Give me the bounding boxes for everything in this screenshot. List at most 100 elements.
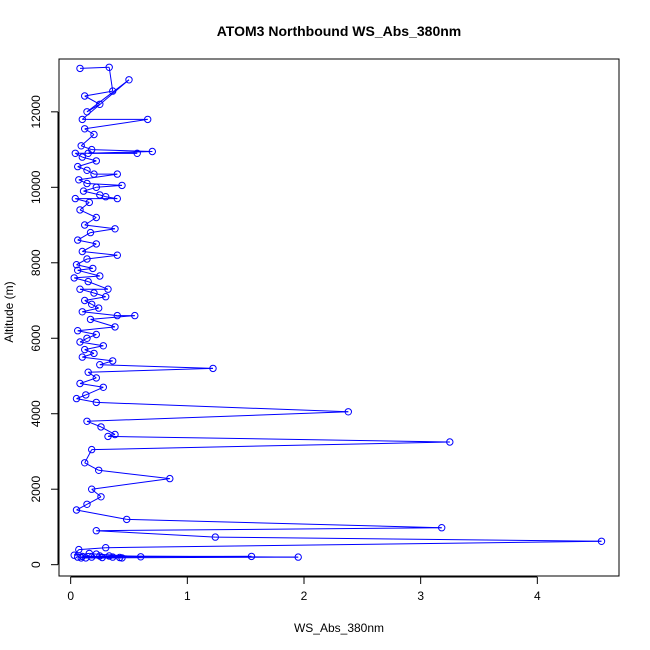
data-point (74, 553, 82, 561)
data-point (83, 255, 91, 263)
data-point (74, 236, 82, 244)
line-segment (75, 198, 90, 203)
data-point (90, 349, 98, 358)
data-point (96, 361, 104, 369)
data-point (92, 374, 101, 382)
data-point (597, 537, 606, 545)
data-point (96, 100, 104, 109)
data-point (81, 296, 89, 305)
x-tick-label: 3 (417, 589, 424, 603)
data-point (77, 554, 85, 562)
line-segment (86, 169, 95, 175)
data-point (99, 342, 108, 350)
data-point (88, 300, 96, 308)
line-segment (76, 258, 88, 266)
data-point (89, 264, 97, 273)
data-point (71, 149, 80, 158)
data-point (92, 213, 101, 222)
data-point (78, 115, 87, 124)
data-point (71, 194, 80, 203)
x-tick-label: 2 (301, 589, 308, 603)
y-tick-label: 4000 (29, 400, 43, 427)
data-point (209, 364, 217, 373)
data-point (123, 515, 131, 524)
data-point (104, 285, 112, 293)
data-point (96, 272, 104, 280)
data-point (81, 221, 89, 229)
line-segment (96, 527, 442, 532)
data-point (92, 157, 101, 165)
data-point (75, 545, 83, 554)
line-segment (82, 311, 118, 317)
series-line (73, 66, 602, 559)
data-point (344, 408, 352, 416)
line-segment (82, 251, 118, 256)
y-tick-label: 8000 (29, 249, 43, 276)
line-segment (91, 441, 450, 451)
data-point (113, 311, 122, 320)
data-point (125, 76, 133, 84)
line-segment (84, 128, 95, 135)
data-point (83, 166, 91, 175)
data-point (86, 228, 95, 237)
line-segment (79, 66, 110, 69)
line-segment (86, 496, 102, 505)
line-segment (84, 90, 113, 97)
data-point (84, 277, 92, 286)
data-point (111, 323, 119, 331)
data-point (76, 338, 84, 346)
data-point (83, 108, 91, 116)
line-segment (90, 228, 116, 234)
chart-title: ATOM3 Northbound WS_Abs_380nm (217, 23, 462, 39)
y-tick-label: 6000 (29, 325, 43, 352)
line-segment (76, 503, 88, 511)
line-segment (78, 173, 118, 181)
line-segment (76, 394, 86, 400)
data-point (76, 206, 84, 214)
data-point (131, 311, 139, 320)
data-point (88, 553, 96, 561)
line-segment (107, 435, 450, 443)
line-segment (91, 303, 99, 309)
line-segment (84, 449, 93, 464)
data-point (133, 149, 141, 158)
line-segment (82, 156, 97, 162)
data-point (92, 330, 101, 339)
data-point (79, 187, 88, 195)
data-point (72, 506, 81, 514)
line-segment (77, 232, 91, 241)
data-point (81, 125, 89, 133)
line-segment (83, 186, 97, 192)
data-point (105, 552, 113, 560)
data-point (98, 553, 106, 562)
data-point (72, 394, 81, 403)
y-tick-label: 0 (29, 561, 43, 568)
line-segment (126, 518, 442, 529)
line-segment (86, 183, 123, 186)
data-point (75, 176, 83, 184)
line-segment (108, 67, 114, 92)
data-point (109, 87, 117, 95)
line-segment (81, 145, 92, 151)
data-point (78, 247, 87, 256)
data-point (74, 162, 82, 171)
line-segment (77, 326, 116, 332)
data-point (99, 383, 108, 391)
data-point (83, 334, 91, 342)
line-segment (88, 367, 214, 373)
data-point (111, 430, 119, 439)
data-point (109, 553, 117, 561)
data-point (83, 500, 91, 508)
line-segment (99, 360, 113, 366)
data-point (92, 240, 101, 248)
data-point (90, 289, 98, 297)
data-point (74, 266, 82, 274)
data-point (104, 432, 112, 441)
data-point (102, 193, 110, 201)
data-point (113, 170, 122, 178)
data-point (105, 63, 113, 72)
data-point (82, 391, 90, 399)
data-point (92, 398, 101, 407)
data-point (166, 474, 174, 483)
